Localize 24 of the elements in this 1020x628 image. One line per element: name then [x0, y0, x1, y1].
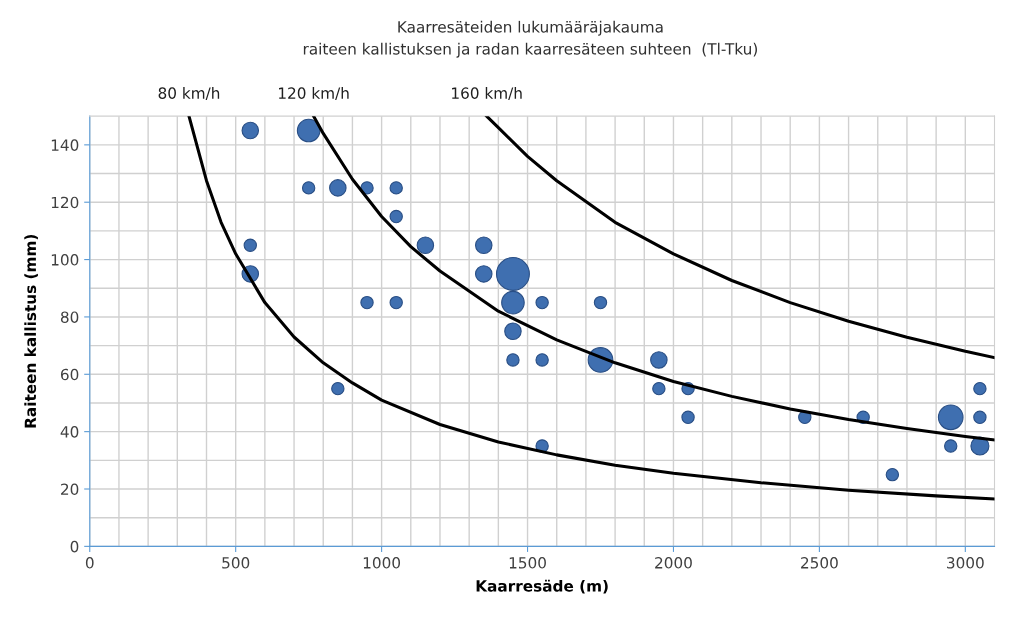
y-tick-label: 80 — [60, 311, 79, 323]
x-axis-title: Kaarresäde (m) — [476, 579, 608, 594]
y-tick-label: 120 — [51, 196, 79, 209]
x-tick-label: 1000 — [363, 557, 401, 569]
x-tick-label: 1500 — [509, 557, 546, 569]
x-tick-label: 500 — [222, 557, 250, 569]
y-tick-label: 20 — [61, 483, 79, 496]
chart-title: Kaarresäteiden lukumääräjakauma — [398, 20, 663, 36]
series-label: 80 km/h — [158, 87, 220, 101]
y-tick-label: 40 — [60, 426, 79, 438]
x-tick-label: 0 — [85, 557, 94, 569]
x-tick-label: 2500 — [801, 557, 838, 569]
x-tick-label: 3000 — [947, 557, 984, 569]
y-tick-label: 0 — [70, 540, 79, 553]
line-series — [187, 116, 995, 501]
series-label: 160 km/h — [452, 87, 522, 101]
line-series — [485, 116, 995, 360]
chart-subtitle: raiteen kallistuksen ja radan kaarresäteen suhteen (Tl-Tku) — [303, 42, 757, 58]
series-label: 120 km/h — [279, 87, 349, 101]
y-axis-title: Raiteen kallistus (mm) — [24, 234, 38, 428]
y-tick-label: 100 — [51, 254, 79, 266]
y-tick-label: 140 — [51, 139, 79, 151]
x-tick-label: 2000 — [655, 557, 692, 569]
y-tick-label: 60 — [60, 368, 79, 381]
